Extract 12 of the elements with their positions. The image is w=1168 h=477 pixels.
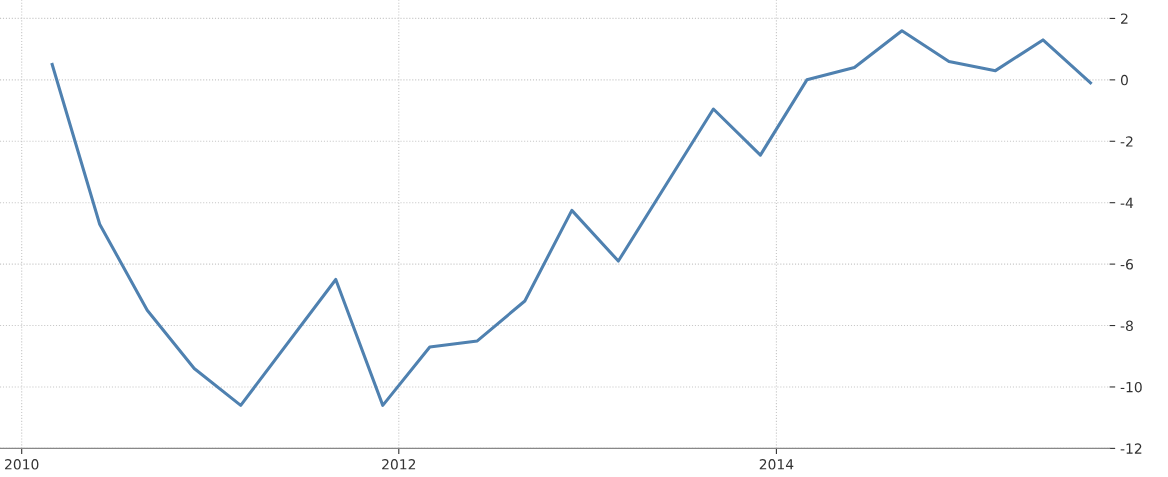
y-tick-label: -6 — [1120, 259, 1133, 270]
y-tick-label: -2 — [1120, 136, 1133, 147]
x-tick-label: 2010 — [5, 459, 39, 470]
y-tick-label: -8 — [1120, 320, 1133, 332]
y-tick-label: 2 — [1121, 13, 1128, 24]
y-tick-label: -4 — [1120, 197, 1134, 208]
x-tick-label: 2012 — [382, 459, 416, 470]
line-series — [50, 29, 1093, 407]
y-tick-label: 0 — [1120, 74, 1128, 86]
x-tick-label: 2014 — [759, 459, 794, 470]
y-tick-label: -10 — [1120, 381, 1142, 393]
y-tick-label: -12 — [1120, 443, 1142, 454]
